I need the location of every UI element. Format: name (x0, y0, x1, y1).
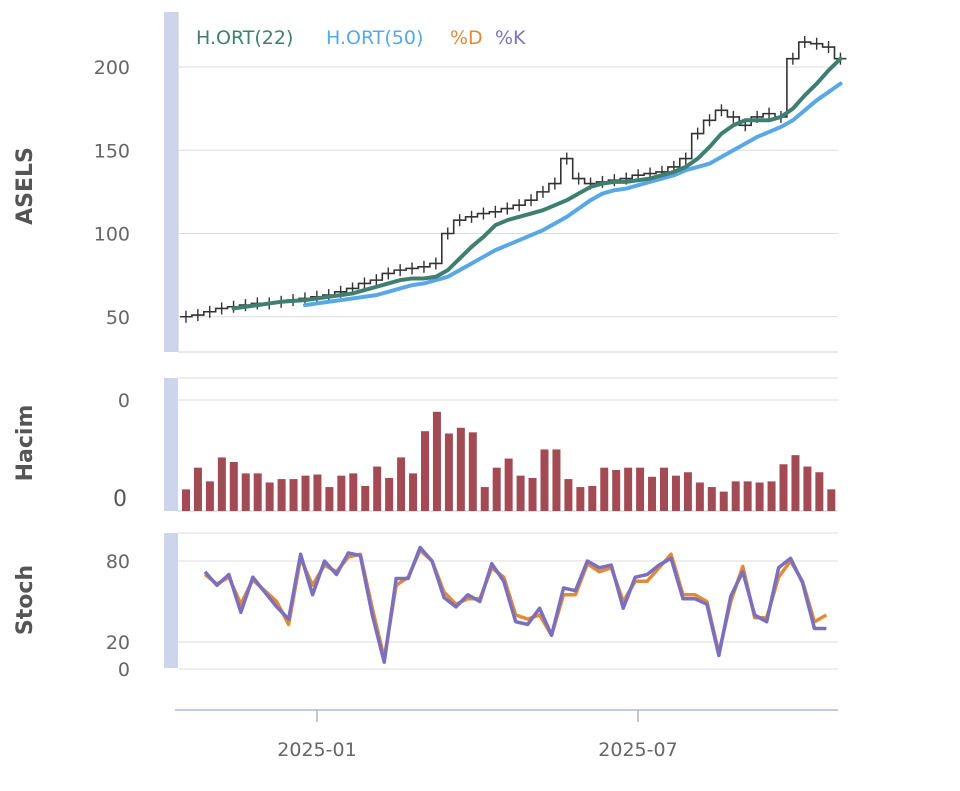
volume-bar (564, 479, 573, 511)
price-panel-axis-band (164, 12, 178, 352)
volume-bar (468, 432, 477, 511)
price-tick-label: 0 (118, 390, 130, 412)
volume-bar (660, 467, 668, 511)
volume-bar (576, 487, 585, 511)
volume-panel-axis-band (164, 378, 178, 511)
volume-bar (182, 489, 190, 511)
sma22-line (231, 56, 843, 311)
volume-bar (815, 472, 824, 511)
stochastic-tick-label: 20 (106, 632, 130, 654)
volume-bar (289, 479, 298, 511)
volume-bar (385, 477, 394, 511)
volume-bar (588, 485, 597, 511)
volume-bar (648, 476, 657, 511)
volume-bar (205, 481, 214, 511)
volume-bar (719, 491, 728, 511)
volume-bar (373, 466, 382, 511)
legend-entry: %D (450, 27, 483, 49)
price-tick-label: 150 (94, 140, 130, 162)
volume-bar (683, 472, 692, 511)
volume-bar (349, 473, 358, 511)
legend-entry: H.ORT(50) (326, 27, 423, 49)
volume-bar (337, 475, 346, 511)
volume-bar (444, 433, 453, 511)
volume-bar (301, 475, 310, 511)
stochastic-tick-label: 80 (106, 551, 130, 573)
volume-bar (671, 475, 680, 511)
legend-entry: %K (495, 27, 526, 49)
volume-bar (361, 485, 370, 511)
volume-bar (540, 449, 549, 511)
volume-bar (217, 457, 226, 511)
volume-bar (229, 461, 238, 511)
volume-bar (636, 467, 645, 511)
volume-bar (791, 455, 800, 511)
volume-bar (624, 467, 633, 511)
x-tick-label: 2025-07 (598, 739, 677, 761)
volume-bar (600, 467, 609, 511)
stochastic-panel-axis-band (164, 533, 178, 668)
volume-bar (193, 467, 202, 511)
volume-bar (397, 457, 406, 511)
volume-bar (612, 469, 621, 511)
stochastic-tick-label: 0 (118, 659, 130, 681)
stochastic-k-line (203, 545, 827, 664)
price-tick-label: 100 (94, 224, 130, 246)
volume-bar (253, 473, 262, 511)
legend-entry: H.ORT(22) (196, 27, 293, 49)
price-tick-label: 200 (94, 57, 130, 79)
volume-bar (552, 449, 561, 511)
volume-bar (767, 481, 776, 511)
volume-zero-label: 0 (113, 487, 127, 512)
volume-bar (731, 481, 740, 511)
volume-bar (827, 489, 836, 511)
sma50-line (303, 81, 843, 308)
price-tick-label: 50 (106, 307, 130, 329)
volume-bar (492, 467, 501, 511)
volume-bar (480, 487, 489, 511)
volume-bar (277, 479, 286, 511)
price-axis-label: ASELS (13, 147, 38, 225)
volume-bar (743, 481, 752, 511)
volume-bar (528, 477, 537, 511)
volume-axis-label: Hacim (13, 405, 38, 482)
volume-bar (695, 482, 704, 511)
volume-bar (409, 473, 418, 511)
volume-bar (504, 458, 513, 511)
volume-bar (779, 464, 788, 511)
volume-bar (707, 487, 716, 511)
volume-bar (432, 411, 441, 511)
stochastic-axis-label: Stoch (13, 565, 38, 635)
price-line (180, 41, 847, 318)
x-tick-label: 2025-01 (277, 739, 356, 761)
volume-bar (313, 474, 322, 511)
volume-bar (456, 427, 465, 511)
volume-bar (516, 475, 525, 511)
volume-bar (241, 473, 250, 511)
volume-bar (755, 482, 764, 511)
volume-bar (325, 487, 334, 511)
volume-bar (421, 431, 429, 511)
volume-bar (265, 482, 274, 511)
volume-bar (803, 466, 812, 511)
